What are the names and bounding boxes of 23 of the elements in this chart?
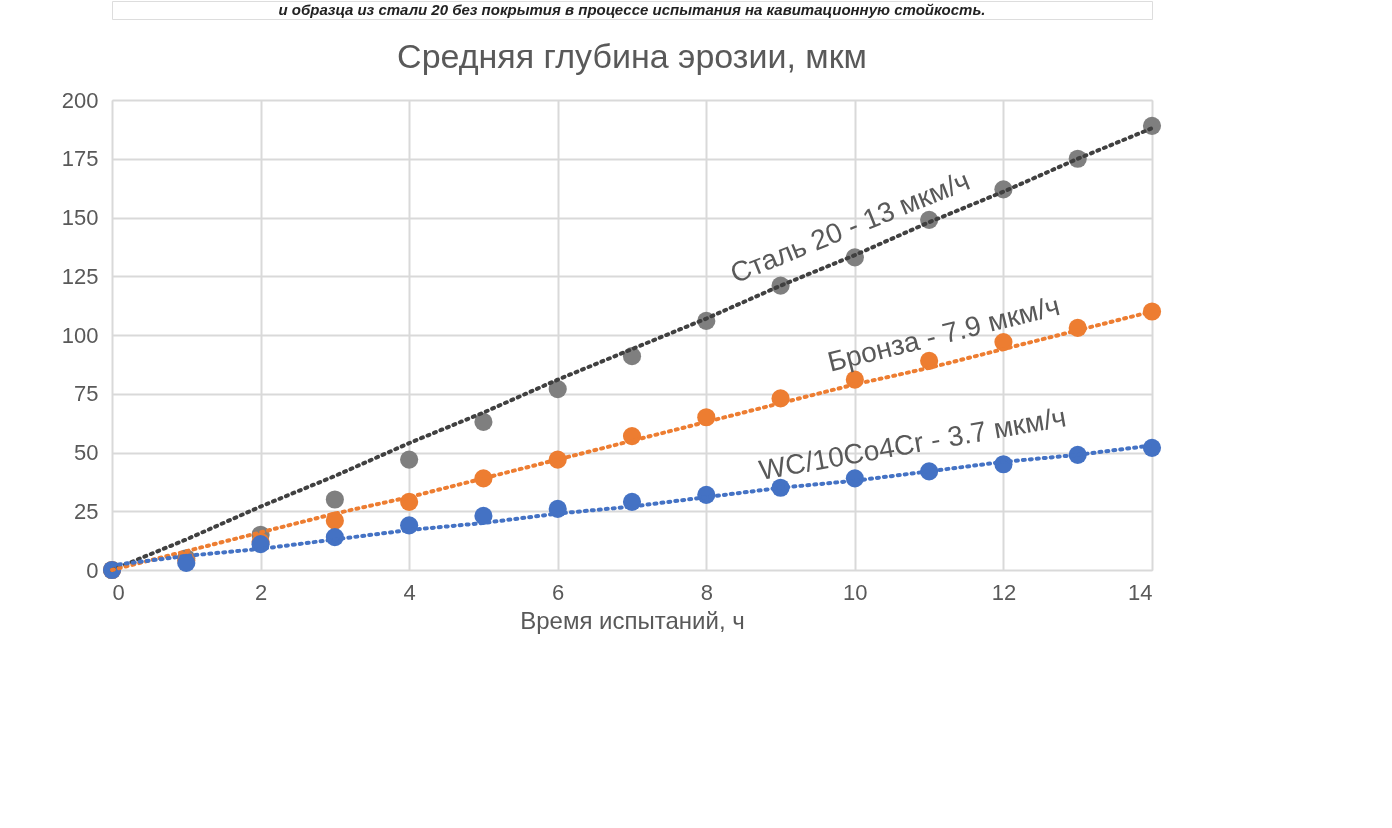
x-tick-label: 12 <box>991 579 1017 605</box>
y-tick-label: 150 <box>61 205 99 230</box>
x-tick-label: 10 <box>843 579 868 605</box>
x-axis-title: Время испытаний, ч <box>520 606 745 634</box>
y-tick-label: 50 <box>74 440 99 465</box>
annotation: Бронза - 7.9 мкм/ч <box>824 289 1063 378</box>
chart-title: Средняя глубина эрозии, мкм <box>397 37 867 75</box>
y-tick-label: 25 <box>74 498 99 524</box>
y-tick-label: 175 <box>61 146 99 172</box>
y-tick-label: 100 <box>61 322 99 348</box>
x-tick-label: 0 <box>112 579 125 605</box>
y-tick-label: 0 <box>86 557 99 583</box>
annotation: WC/10Co4Cr - 3.7 мкм/ч <box>756 401 1069 486</box>
x-tick-label: 2 <box>254 579 268 605</box>
x-tick-label: 6 <box>552 579 565 605</box>
annotation: Сталь 20 - 13 мкм/ч <box>725 164 974 290</box>
x-tick-label: 4 <box>403 579 416 605</box>
x-tick-label: 8 <box>700 579 713 605</box>
y-tick-label: 75 <box>74 381 99 407</box>
y-tick-label: 200 <box>61 87 99 113</box>
y-tick-label: 125 <box>61 263 99 289</box>
text: и образца из стали 20 без покрытия в процессе испытания на кавитационную стойкость. <box>278 1 986 18</box>
x-tick-label: 14 <box>1128 579 1153 605</box>
